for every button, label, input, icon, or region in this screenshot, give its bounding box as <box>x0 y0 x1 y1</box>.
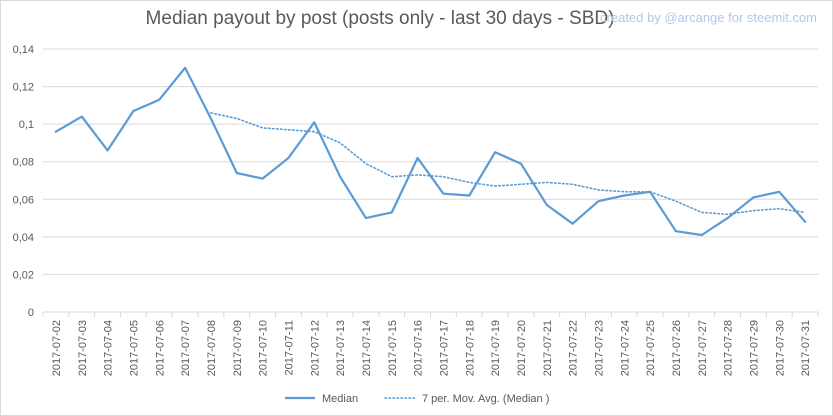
x-tick-label: 2017-07-15 <box>387 320 399 376</box>
x-tick-label: 2017-07-30 <box>774 320 786 376</box>
gridlines <box>43 48 818 275</box>
y-tick-label: 0,02 <box>13 269 34 281</box>
legend: Median 7 per. Mov. Avg. (Median ) <box>285 393 549 405</box>
x-tick-label: 2017-07-04 <box>103 320 115 376</box>
series-line-moving-average <box>210 112 806 216</box>
x-tick-label: 2017-07-18 <box>464 320 476 376</box>
x-axis <box>42 311 819 317</box>
x-tick-label: 2017-07-02 <box>51 320 63 376</box>
x-tick-label: 2017-07-20 <box>516 320 528 376</box>
x-tick-label: 2017-07-06 <box>154 320 166 376</box>
y-tick-label: 0,1 <box>19 119 34 131</box>
x-tick-label: 2017-07-13 <box>335 320 347 376</box>
x-tick-label: 2017-07-29 <box>748 320 760 376</box>
x-tick-label: 2017-07-07 <box>180 320 192 376</box>
chart-title: Median payout by post (posts only - last… <box>145 8 615 29</box>
y-tick-label: 0,06 <box>13 194 34 206</box>
x-tick-label: 2017-07-09 <box>232 320 244 376</box>
x-tick-label: 2017-07-26 <box>671 320 683 376</box>
y-axis-ticks: 0 0,02 0,04 0,06 0,08 0,1 0,12 0,14 <box>13 44 34 319</box>
x-tick-label: 2017-07-22 <box>568 320 580 376</box>
legend-label-median: Median <box>322 393 358 405</box>
y-tick-label: 0 <box>28 307 34 319</box>
y-tick-label: 0,04 <box>13 232 34 244</box>
y-tick-label: 0,14 <box>13 44 34 56</box>
credit-text: created by @arcange for steemit.com <box>600 10 817 25</box>
legend-label-moving-average: 7 per. Mov. Avg. (Median ) <box>422 393 549 405</box>
series-lines <box>54 66 807 237</box>
x-tick-label: 2017-07-21 <box>542 320 554 376</box>
x-tick-label: 2017-07-17 <box>438 320 450 376</box>
x-tick-label: 2017-07-05 <box>128 320 140 376</box>
x-tick-label: 2017-07-23 <box>593 320 605 376</box>
x-tick-label: 2017-07-14 <box>361 320 373 376</box>
x-tick-label: 2017-07-24 <box>619 320 631 376</box>
x-tick-label: 2017-07-10 <box>258 320 270 376</box>
x-axis-ticks: 2017-07-02 2017-07-03 2017-07-04 2017-07-05… <box>51 320 812 376</box>
x-tick-label: 2017-07-08 <box>206 320 218 376</box>
x-tick-label: 2017-07-19 <box>490 320 502 376</box>
y-tick-label: 0,08 <box>13 157 34 169</box>
x-tick-label: 2017-07-16 <box>413 320 425 376</box>
x-tick-label: 2017-07-25 <box>645 320 657 376</box>
x-tick-label: 2017-07-12 <box>309 320 321 376</box>
series-line-median <box>54 66 807 237</box>
x-tick-label: 2017-07-11 <box>283 320 295 375</box>
x-tick-label: 2017-07-31 <box>800 320 812 376</box>
x-tick-label: 2017-07-28 <box>723 320 735 376</box>
y-tick-label: 0,12 <box>13 82 34 94</box>
x-tick-label: 2017-07-03 <box>77 320 89 376</box>
x-tick-label: 2017-07-27 <box>697 320 709 376</box>
